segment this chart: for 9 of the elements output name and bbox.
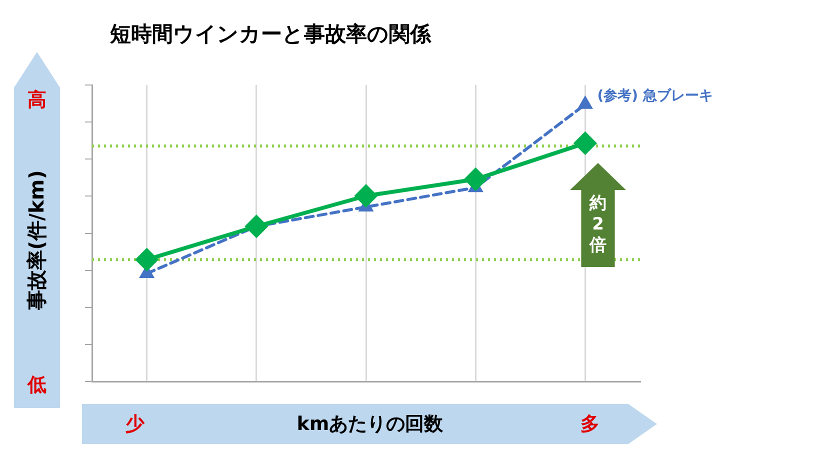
series-label: (参考) 急ブレーキ xyxy=(597,87,713,104)
text: 低 xyxy=(28,373,46,398)
x-axis-title: kmあたりの回数 xyxy=(296,412,444,437)
annotation: 約2倍 xyxy=(588,194,608,256)
text: 少 xyxy=(126,412,144,437)
text: 高 xyxy=(28,88,46,113)
text: 多 xyxy=(580,412,600,437)
chart-title: 短時間ウインカーと事故率の関係 xyxy=(110,21,431,48)
y-axis-title: 事故率(件/km) xyxy=(24,170,50,310)
